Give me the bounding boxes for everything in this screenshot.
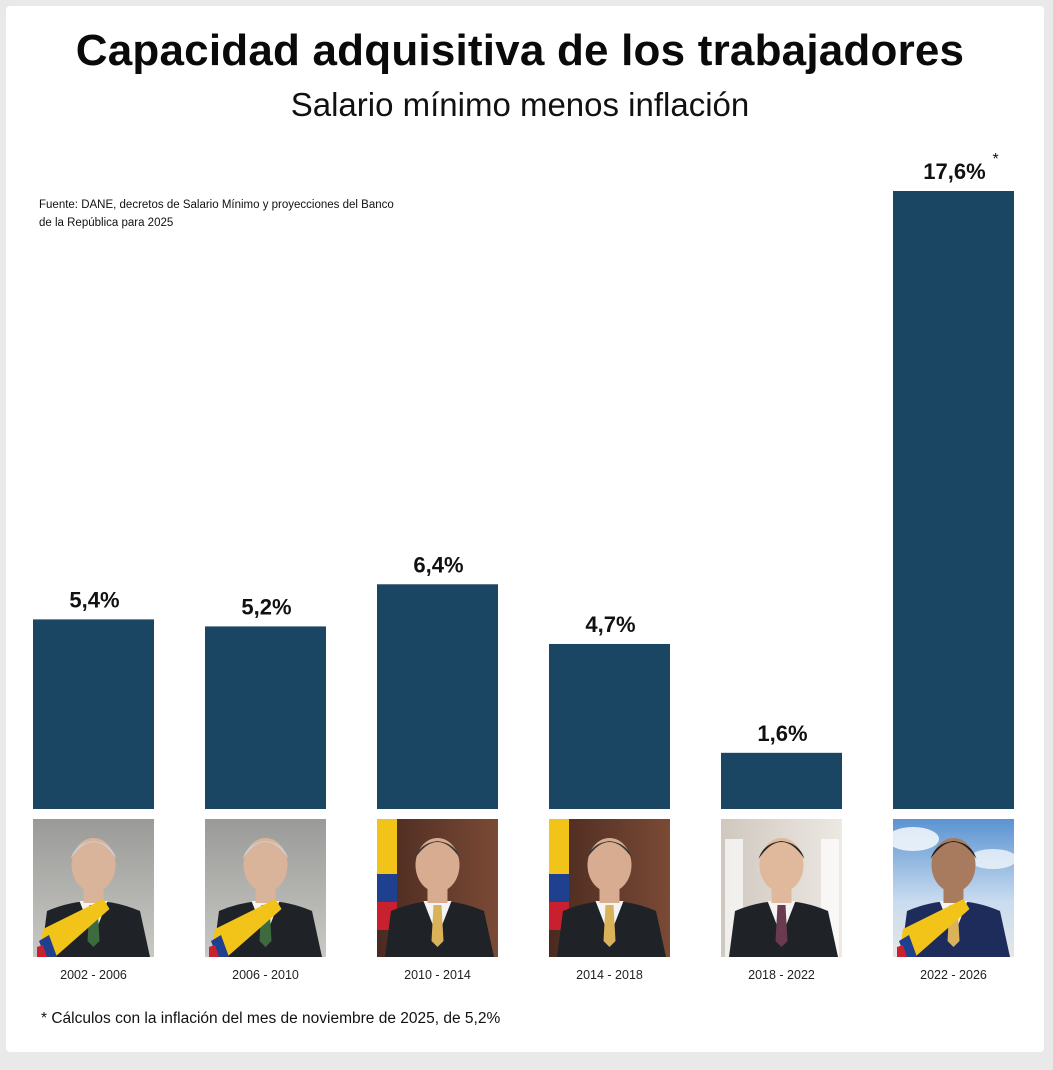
president-portrait xyxy=(33,819,154,957)
data-label: 17,6% xyxy=(923,159,985,184)
category-label: 2006 - 2010 xyxy=(232,968,299,982)
data-label: 4,7% xyxy=(585,612,635,637)
president-portrait xyxy=(205,819,326,957)
data-label: 1,6% xyxy=(757,721,807,746)
chart-title: Capacidad adquisitiva de los trabajadore… xyxy=(75,26,965,75)
category-label: 2010 - 2014 xyxy=(404,968,471,982)
category-label: 2018 - 2022 xyxy=(748,968,815,982)
footnote: * Cálculos con la inflación del mes de n… xyxy=(41,1010,501,1027)
bar-2006-2010 xyxy=(205,626,326,809)
bar-2010-2014 xyxy=(377,584,498,809)
bar-chart: 5,4% 2002 - 2006 5,2% 2006 - 2010 6,4% 2010 -… xyxy=(33,151,1017,982)
source-note: Fuente: DANE, decretos de Salario Mínimo… xyxy=(39,199,394,229)
chart-subtitle: Salario mínimo menos inflación xyxy=(290,86,750,123)
data-label-asterisk: * xyxy=(993,151,999,168)
chart-card xyxy=(6,6,1044,1052)
president-portrait xyxy=(377,819,498,957)
category-label: 2022 - 2026 xyxy=(920,968,987,982)
bar-2014-2018 xyxy=(549,643,670,809)
category-label: 2002 - 2006 xyxy=(60,968,127,982)
bar-2018-2022 xyxy=(721,752,842,809)
president-portrait xyxy=(549,819,670,957)
data-label: 5,2% xyxy=(241,594,291,619)
data-label: 5,4% xyxy=(69,587,119,612)
president-portrait xyxy=(721,819,842,957)
data-label: 6,4% xyxy=(413,552,463,577)
bar-2002-2006 xyxy=(33,619,154,809)
category-label: 2014 - 2018 xyxy=(576,968,643,982)
president-portrait xyxy=(887,819,1017,957)
bar-2022-2026 xyxy=(893,191,1014,809)
